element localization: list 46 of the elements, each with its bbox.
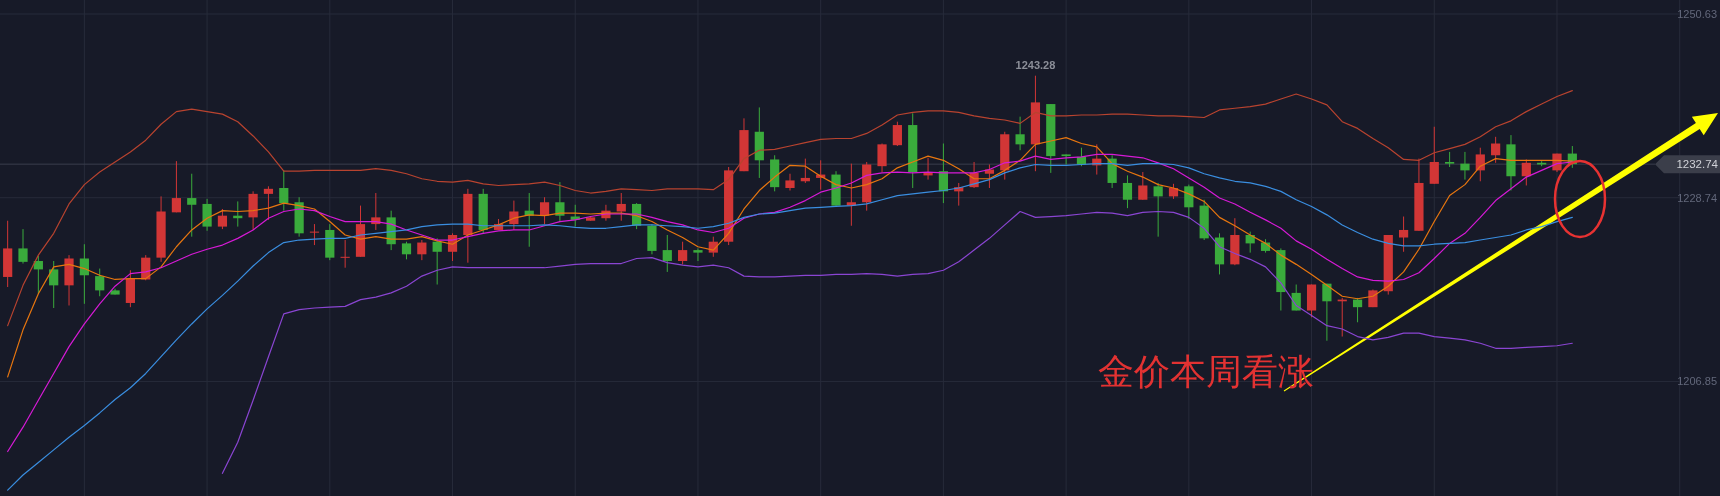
candlestick bbox=[1061, 153, 1071, 165]
candlestick bbox=[340, 239, 350, 269]
candlestick bbox=[95, 268, 105, 297]
candlestick bbox=[1521, 158, 1531, 186]
candlestick bbox=[892, 121, 902, 147]
candlestick bbox=[1491, 136, 1501, 164]
candlestick bbox=[248, 190, 258, 231]
candlestick bbox=[662, 234, 672, 273]
candlestick bbox=[1429, 126, 1439, 185]
candlestick bbox=[509, 200, 519, 231]
candlestick bbox=[279, 169, 289, 212]
candlestick bbox=[555, 181, 565, 223]
candlestick bbox=[1184, 184, 1194, 220]
candlestick bbox=[1291, 284, 1301, 312]
candlestick bbox=[1015, 116, 1025, 151]
line-series bbox=[7, 90, 1573, 327]
candlestick bbox=[79, 243, 89, 305]
line-series bbox=[221, 210, 1573, 474]
candlestick bbox=[1398, 216, 1409, 253]
candlestick bbox=[18, 228, 28, 265]
candlestick bbox=[171, 160, 182, 213]
candlestick bbox=[202, 198, 212, 232]
candlestick bbox=[1153, 182, 1163, 238]
candlestick bbox=[49, 260, 59, 309]
candlestick bbox=[616, 192, 626, 222]
candlestick bbox=[217, 208, 228, 230]
candlestick bbox=[678, 241, 688, 265]
candlestick bbox=[693, 247, 703, 262]
candlestick bbox=[263, 185, 274, 221]
candlestick bbox=[539, 196, 550, 225]
candlestick bbox=[417, 239, 427, 261]
y-tick-label: 1206.85 bbox=[1677, 375, 1717, 388]
ref-line-label: 1232.74 bbox=[1676, 158, 1719, 171]
candlestick bbox=[1138, 171, 1148, 201]
annotation: 金价本周看涨 bbox=[1098, 352, 1314, 392]
candlestick bbox=[187, 173, 197, 238]
candlestick bbox=[877, 143, 887, 173]
annotation: 1243.28 bbox=[1015, 58, 1056, 71]
candlestick bbox=[309, 223, 320, 246]
candlestick bbox=[432, 237, 442, 286]
candlestick bbox=[1460, 151, 1470, 181]
candlestick bbox=[1352, 297, 1363, 323]
y-tick-label: 1250.63 bbox=[1677, 7, 1717, 20]
candlestick bbox=[785, 173, 795, 192]
candlestick bbox=[1122, 174, 1133, 209]
y-tick-label: 1228.74 bbox=[1677, 191, 1717, 204]
